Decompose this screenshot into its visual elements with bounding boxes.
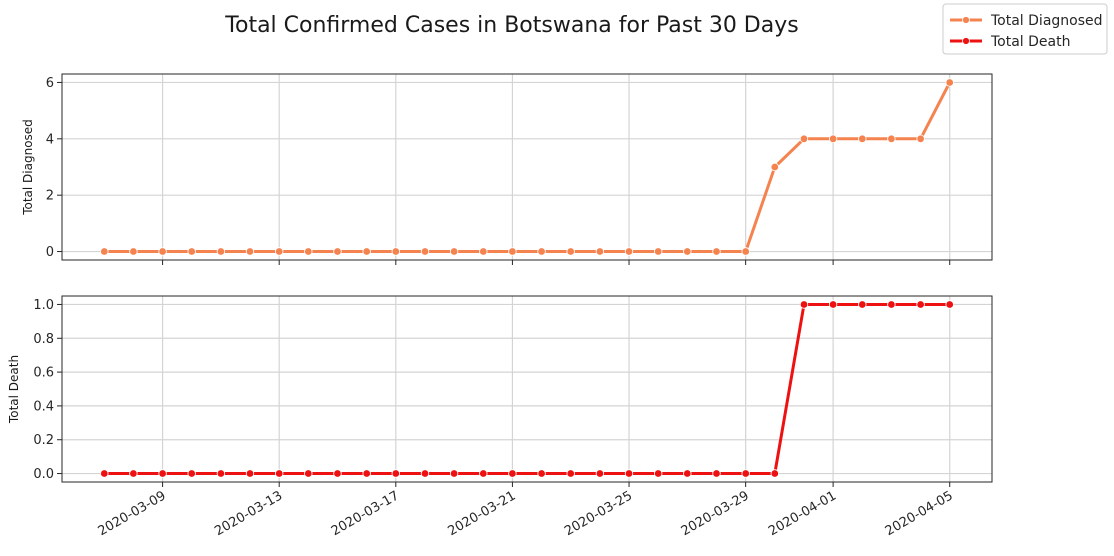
data-point: [187, 247, 196, 256]
data-point: [245, 247, 255, 256]
legend-marker-diagnosed: [962, 16, 970, 24]
data-point: [158, 247, 167, 256]
data-point: [129, 469, 138, 478]
x-tick-label: 2020-03-25: [562, 488, 635, 539]
x-tick-label: 2020-03-13: [212, 488, 285, 539]
data-point: [712, 247, 721, 256]
data-point: [100, 247, 109, 256]
data-point: [770, 162, 779, 172]
data-point: [420, 469, 430, 478]
data-point: [828, 134, 838, 143]
legend-frame: [942, 3, 1108, 55]
y-axis-label: Total Diagnosed: [21, 119, 35, 216]
data-point: [683, 247, 692, 256]
x-tick-label: 2020-03-29: [679, 488, 752, 539]
data-point: [158, 469, 167, 478]
data-point: [479, 247, 488, 256]
data-point: [566, 247, 575, 256]
plot-frame: [61, 73, 993, 261]
y-tick-label: 1.0: [33, 298, 54, 313]
x-tick-label: 2020-03-09: [96, 488, 169, 539]
data-point: [712, 469, 721, 478]
data-point: [216, 247, 226, 256]
data-point: [741, 247, 750, 256]
data-point: [858, 134, 867, 143]
y-tick-label: 0.0: [33, 467, 54, 482]
data-point: [887, 134, 896, 143]
data-point: [449, 469, 459, 478]
data-point: [828, 300, 838, 309]
legend-label-diagnosed: Total Diagnosed: [990, 13, 1103, 29]
data-point: [391, 469, 400, 478]
data-point: [916, 134, 925, 143]
data-point: [537, 469, 546, 478]
x-tick-label: 2020-03-21: [445, 488, 518, 539]
y-tick-label: 0.4: [33, 399, 54, 414]
data-point: [391, 247, 400, 256]
data-point: [945, 300, 954, 309]
y-axis-label: Total Death: [7, 355, 21, 424]
series-line: [104, 81, 952, 253]
data-point: [799, 134, 809, 143]
y-tick-label: 2: [46, 189, 54, 204]
legend-label-death: Total Death: [990, 34, 1070, 50]
data-point: [624, 469, 634, 478]
plot-frame: [61, 295, 993, 483]
data-point: [916, 300, 925, 309]
legend-marker-death: [962, 37, 970, 45]
death-panel: 0.0 0.2 0.4 0.6 0.8 1.0 2020-03-09 2020-03-13 20…: [7, 295, 993, 539]
data-point: [333, 469, 342, 478]
data-point: [362, 469, 371, 478]
y-tick-label: 0.6: [33, 366, 54, 381]
data-point: [624, 247, 634, 256]
data-point: [304, 247, 313, 256]
data-point: [741, 469, 750, 478]
x-tick-label: 2020-03-17: [329, 488, 402, 539]
data-point: [420, 247, 430, 256]
data-point: [770, 469, 779, 478]
data-point: [100, 469, 109, 478]
data-point: [275, 247, 284, 256]
series-line: [104, 303, 950, 475]
data-point: [566, 469, 575, 478]
x-tick-label: 2020-04-01: [766, 488, 839, 539]
data-point: [508, 469, 517, 478]
data-point: [508, 247, 517, 256]
legend: Total Diagnosed Total Death: [942, 3, 1108, 55]
data-point: [304, 469, 313, 478]
data-point: [449, 247, 459, 256]
y-tick-label: 0: [46, 245, 54, 260]
data-point: [216, 469, 226, 478]
data-point: [245, 469, 255, 478]
y-tick-label: 4: [46, 132, 54, 147]
y-tick-label: 0.2: [33, 433, 54, 448]
data-point: [595, 469, 605, 478]
y-tick-label: 0.8: [33, 332, 54, 347]
data-point: [187, 469, 196, 478]
chart-title: Total Confirmed Cases in Botswana for Pa…: [224, 13, 798, 38]
data-point: [654, 247, 663, 256]
data-point: [537, 247, 546, 256]
data-point: [595, 247, 605, 256]
data-point: [275, 469, 284, 478]
data-point: [129, 247, 138, 256]
data-point: [799, 300, 809, 309]
data-point: [479, 469, 488, 478]
data-point: [858, 300, 867, 309]
y-tick-label: 6: [46, 76, 54, 91]
data-point: [887, 300, 896, 309]
data-point: [333, 247, 342, 256]
diagnosed-panel: 0 2 4 6 Total Diagnosed: [21, 73, 993, 265]
data-point: [654, 469, 663, 478]
data-point: [683, 469, 692, 478]
data-point: [362, 247, 371, 256]
x-tick-label: 2020-04-05: [883, 488, 956, 539]
data-point: [945, 78, 954, 87]
